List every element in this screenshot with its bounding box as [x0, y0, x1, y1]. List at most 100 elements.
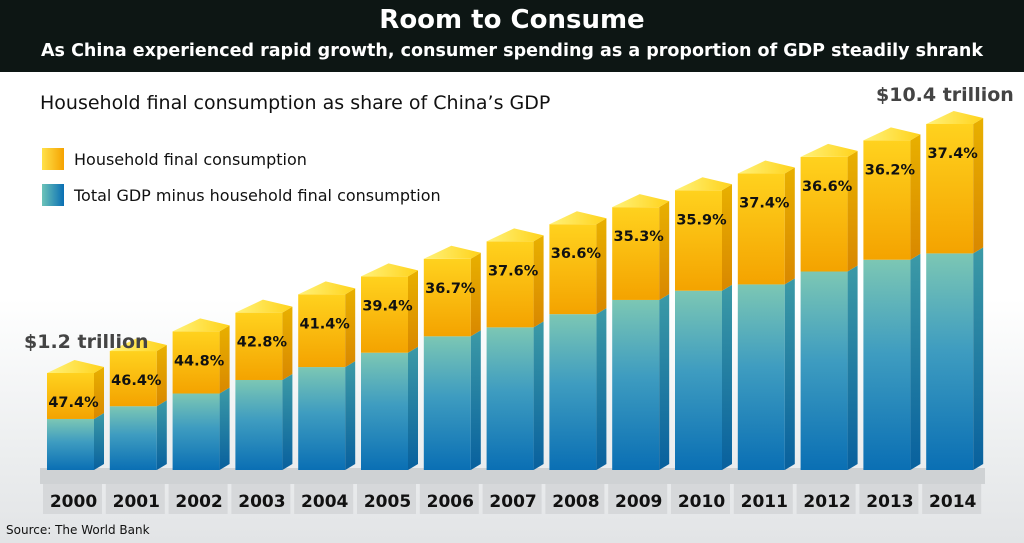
bar-gdp-minus-2008 [549, 314, 597, 470]
bar-household-side-2008 [596, 218, 607, 315]
x-tick-label-2004: 2004 [301, 492, 348, 512]
bar-2001 [105, 338, 167, 514]
bar-gdp-minus-2000 [47, 418, 94, 470]
x-tick-label-2014: 2014 [929, 492, 976, 512]
x-tick-label-2008: 2008 [552, 492, 599, 512]
bar-household-side-2010 [722, 184, 732, 291]
source-note: Source: The World Bank [6, 523, 150, 537]
bar-household-2002 [172, 331, 220, 394]
bar-gdp-minus-2001 [109, 406, 157, 470]
bar-gdp-minus-2011 [737, 284, 785, 470]
bar-household-2013 [863, 140, 911, 260]
bar-2000 [43, 360, 104, 514]
bar-gdp-minus-side-2009 [659, 293, 670, 470]
bar-household-side-2013 [910, 134, 921, 260]
bar-household-2004 [298, 294, 346, 368]
x-tick-label-2001: 2001 [113, 492, 160, 512]
data-label-2014: 37.4% [928, 146, 979, 162]
bar-gdp-minus-side-2014 [973, 247, 984, 470]
data-label-2013: 36.2% [865, 162, 916, 178]
bar-cap-2005 [361, 263, 418, 277]
bar-household-side-2004 [345, 288, 356, 368]
bar-gdp-minus-side-2012 [847, 265, 858, 470]
data-label-2006: 36.7% [425, 281, 476, 297]
data-label-2004: 41.4% [300, 316, 351, 332]
bar-gdp-minus-side-2001 [156, 400, 167, 470]
x-tick-label-2010: 2010 [678, 492, 725, 512]
year-slab-2006 [419, 484, 479, 514]
bar-household-2005 [361, 276, 408, 353]
bar-gdp-minus-side-2011 [784, 278, 795, 470]
year-slab-2011 [733, 484, 793, 514]
bar-cap-2013 [863, 127, 921, 141]
bar-cap-2011 [737, 160, 795, 174]
bar-gdp-minus-side-2004 [345, 361, 356, 470]
year-slab-2001 [105, 484, 165, 514]
year-slab-2013 [859, 484, 919, 514]
bar-2002 [168, 318, 230, 514]
x-tick-label-2006: 2006 [427, 492, 474, 512]
bar-household-2012 [800, 156, 848, 272]
year-slab-2012 [796, 484, 856, 514]
bar-household-2014 [926, 124, 974, 254]
bar-2008 [545, 211, 607, 514]
bar-2003 [231, 299, 293, 514]
bar-gdp-minus-side-2013 [910, 253, 921, 470]
bar-household-side-2005 [408, 270, 418, 353]
bar-household-side-2009 [659, 201, 670, 300]
year-slab-2004 [294, 484, 354, 514]
data-label-2001: 46.4% [111, 373, 162, 389]
data-label-2002: 44.8% [174, 353, 225, 369]
bar-cap-2003 [235, 299, 293, 313]
bar-household-side-2007 [533, 235, 544, 328]
x-tick-label-2002: 2002 [175, 492, 222, 512]
data-label-2005: 39.4% [362, 298, 413, 314]
x-tick-label-2012: 2012 [803, 492, 850, 512]
bar-gdp-minus-side-2000 [94, 412, 104, 470]
bar-gdp-minus-2012 [800, 271, 848, 470]
data-label-2000: 47.4% [48, 395, 99, 411]
data-label-2011: 37.4% [739, 196, 790, 212]
bar-household-side-2012 [847, 150, 858, 272]
bar-household-2011 [737, 173, 785, 285]
bar-2007 [482, 228, 544, 514]
year-slab-2000 [43, 484, 102, 514]
bar-2012 [796, 143, 858, 514]
year-slab-2009 [608, 484, 668, 514]
bar-gdp-minus-2003 [235, 379, 283, 470]
bar-gdp-minus-2006 [423, 336, 471, 470]
bar-gdp-minus-2005 [361, 352, 408, 470]
bar-cap-2002 [172, 318, 230, 332]
bar-cap-2012 [800, 143, 858, 157]
data-label-2009: 35.3% [614, 229, 665, 245]
chart-heading: Household final consumption as share of … [40, 92, 551, 114]
bar-household-side-2000 [94, 367, 104, 419]
bar-household-2001 [109, 351, 157, 407]
bar-2010 [671, 177, 732, 514]
chart-subtitle: As China experienced rapid growth, consu… [41, 41, 983, 61]
bar-gdp-minus-side-2008 [596, 308, 607, 470]
bar-household-2007 [486, 241, 534, 328]
legend-swatch-gdp-minus [42, 184, 64, 206]
bar-cap-2008 [549, 211, 607, 225]
legend-item-gdp-minus: Total GDP minus household final consumpt… [42, 184, 441, 206]
year-slab-2008 [545, 484, 605, 514]
bar-cap-2010 [675, 177, 732, 191]
bar-household-side-2006 [470, 252, 481, 337]
bar-household-side-2001 [156, 345, 167, 407]
legend-item-household: Household final consumption [42, 148, 307, 170]
year-slab-2014 [922, 484, 982, 514]
bar-2014 [922, 111, 984, 514]
bar-2004 [294, 281, 356, 514]
x-tick-label-2000: 2000 [50, 492, 97, 512]
bar-cap-2006 [423, 245, 481, 259]
bar-gdp-minus-side-2005 [408, 346, 418, 470]
bar-household-2008 [549, 224, 597, 315]
bar-gdp-minus-2004 [298, 367, 346, 470]
x-tick-label-2011: 2011 [741, 492, 788, 512]
bar-household-2010 [675, 190, 722, 291]
x-tick-label-2013: 2013 [866, 492, 913, 512]
legend-label-household: Household final consumption [74, 149, 307, 169]
bar-cap-2014 [926, 111, 984, 124]
